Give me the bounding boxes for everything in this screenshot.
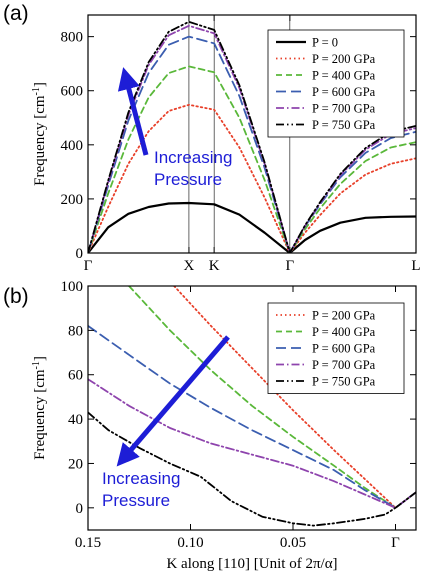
y-tick-label: 200 <box>61 192 84 208</box>
y-tick-label: 40 <box>68 412 83 428</box>
y-axis-title-b: Frequency [cm-1] <box>31 356 49 460</box>
legend-label-p-400-gpa: P = 400 GPa <box>312 325 376 339</box>
x-tick-label: 0.10 <box>177 535 203 551</box>
y-tick-label: 0 <box>76 501 84 517</box>
panel-label-a: (a) <box>3 2 29 25</box>
legend-label-p-750-gpa: P = 750 GPa <box>312 118 376 132</box>
legend-a: P = 0 P = 200 GPa P = 400 GPa P = 600 GPa P … <box>267 29 405 138</box>
legend-label-p-200-gpa: P = 200 GPa <box>312 309 376 323</box>
annotation-increasing-a: Increasing <box>154 148 232 167</box>
y-tick-label: 400 <box>61 138 84 154</box>
panel-label-b: (b) <box>3 285 29 308</box>
y-tick-label: 800 <box>61 30 84 46</box>
legend-label-p-600-gpa: P = 600 GPa <box>312 342 376 356</box>
y-tick-label: 80 <box>68 323 83 339</box>
legend-label-p-700-gpa: P = 700 GPa <box>312 102 376 116</box>
series-line-p-700-gpa-b <box>88 378 416 509</box>
legend-label-p-750-gpa: P = 750 GPa <box>312 375 376 389</box>
x-tick-label: 0.05 <box>280 535 306 551</box>
x-ticks-b: 0.15 0.10 0.05 Γ <box>75 286 400 551</box>
annotation-pressure-a: Pressure <box>154 170 222 189</box>
y-tick-label: 100 <box>61 279 84 295</box>
series-line-p-750-gpa-b <box>88 411 416 527</box>
series-line-p-200-gpa-b <box>173 286 416 509</box>
legend-label-p-600-gpa: P = 600 GPa <box>312 85 376 99</box>
x-axis-title-b: K along [110] [Unit of 2π/α] <box>166 556 337 572</box>
legend-box <box>267 29 405 138</box>
legend-label-p-700-gpa: P = 700 GPa <box>312 358 376 372</box>
y-tick-label: 0 <box>76 246 84 262</box>
series-line-p-200-gpa-a <box>88 103 416 253</box>
x-tick-label: 0.15 <box>75 535 101 551</box>
y-ticks-b: 0 20 40 60 80 100 <box>61 279 416 517</box>
y-tick-label: 600 <box>61 84 84 100</box>
y-tick-label: 60 <box>68 368 83 384</box>
x-tick-label: Γ <box>391 535 400 551</box>
pressure-arrow-a <box>117 67 149 156</box>
legend-box <box>267 302 405 394</box>
pressure-arrow-b <box>116 335 230 467</box>
plot-frame-b <box>87 285 417 531</box>
x-tick-label: X <box>184 258 195 274</box>
x-tick-label: L <box>411 258 420 274</box>
y-axis-title-a: Frequency [cm-1] <box>31 82 49 186</box>
y-ticks-a: 0 200 400 600 800 <box>61 30 416 262</box>
series-line-p-0-a <box>88 201 416 253</box>
legend-label-p-0: P = 0 <box>312 36 338 50</box>
series-line-p-600-gpa-a <box>88 35 416 253</box>
plot-frame-a <box>87 14 417 254</box>
series-line-p-600-gpa-b <box>88 324 416 509</box>
y-tick-label: 20 <box>68 456 83 472</box>
legend-b: P = 200 GPa P = 400 GPa P = 600 GPa P = 700… <box>267 302 405 394</box>
annotation-pressure-b: Pressure <box>102 491 170 510</box>
x-tick-label: Γ <box>84 258 93 274</box>
series-group-b <box>88 286 416 527</box>
annotation-increasing-b: Increasing <box>102 469 180 488</box>
legend-label-p-200-gpa: P = 200 GPa <box>312 52 376 66</box>
x-tick-label: Γ <box>286 258 295 274</box>
x-tick-label: K <box>209 258 220 274</box>
legend-label-p-400-gpa: P = 400 GPa <box>312 69 376 83</box>
